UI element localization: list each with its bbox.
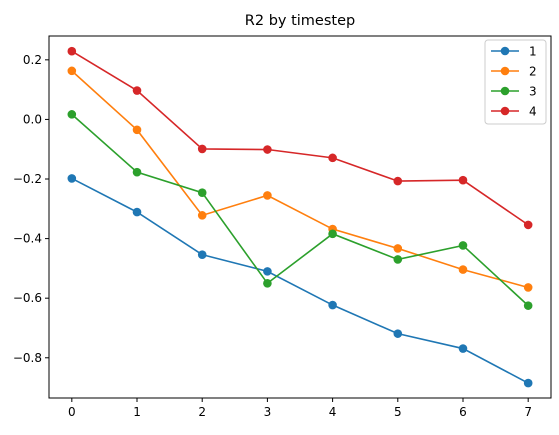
x-tick-label: 7 (524, 405, 532, 419)
legend-swatch-marker (500, 106, 510, 116)
series-3-line (71, 113, 529, 307)
x-tick-label: 5 (394, 405, 402, 419)
y-tick-label: 0.2 (23, 53, 42, 67)
plot-area-frame (48, 35, 552, 399)
series-4-point (132, 86, 142, 95)
series-1-point (328, 300, 337, 310)
series-4-point (328, 153, 337, 163)
series-1-point (263, 267, 272, 276)
legend-swatch-marker (500, 86, 510, 96)
legend-item: 2 (491, 65, 537, 79)
y-tick-label: 0.0 (23, 112, 42, 126)
legend-label: 1 (529, 45, 537, 59)
series-4-point (393, 176, 403, 186)
series-4-point (458, 175, 468, 185)
series-3 (67, 110, 533, 310)
series-2-line (71, 70, 529, 289)
series-3-point (197, 188, 207, 198)
series-3-point (328, 229, 337, 239)
legend-item: 3 (491, 85, 537, 99)
series-4-point (67, 46, 77, 56)
x-tick-label: 6 (459, 405, 467, 419)
series-3-point (393, 255, 403, 264)
series-1-line (71, 177, 529, 384)
y-tick-label: −0.4 (13, 232, 42, 246)
series-1-point (132, 207, 142, 217)
y-tick-label: −0.8 (13, 351, 42, 365)
legend-item: 4 (491, 105, 537, 119)
x-tick-label: 0 (68, 405, 76, 419)
legend-swatch-marker (500, 46, 510, 56)
legend-frame (484, 39, 547, 125)
series-1-point (523, 378, 533, 388)
series-1-point (458, 344, 468, 353)
legend-swatch-marker (500, 66, 510, 76)
series-2-point (523, 283, 533, 292)
x-tick-label: 1 (133, 405, 141, 419)
legend-label: 2 (529, 65, 537, 79)
x-tick-label: 3 (264, 405, 272, 419)
series-2-point (197, 211, 207, 220)
y-tick-label: −0.6 (13, 291, 42, 305)
y-tick-label: −0.2 (13, 172, 42, 186)
series-4-point (263, 145, 272, 154)
series-1-point (67, 174, 77, 183)
series-3-point (132, 167, 142, 177)
legend-label: 3 (529, 85, 537, 99)
series-4 (67, 46, 533, 230)
series-3-point (263, 278, 272, 288)
series-3-point (67, 110, 77, 119)
series-1 (67, 174, 533, 388)
series-4-line (71, 50, 529, 226)
series-1-point (197, 250, 207, 259)
legend: 1 2 3 4 (484, 39, 547, 125)
series-2-point (67, 66, 77, 76)
series-2-point (458, 265, 468, 274)
series-2-point (132, 125, 142, 135)
series-4-point (523, 220, 533, 230)
series-3-point (458, 241, 468, 250)
series-1-point (393, 329, 403, 338)
series-2-point (393, 244, 403, 253)
x-tick-label: 4 (329, 405, 337, 419)
x-tick-label: 2 (198, 405, 206, 419)
chart-title: R2 by timestep (245, 13, 355, 29)
series-3-point (523, 301, 533, 310)
legend-label: 4 (529, 105, 537, 119)
series-2-point (263, 191, 272, 200)
legend-item: 1 (491, 45, 537, 59)
series-4-point (197, 144, 207, 154)
